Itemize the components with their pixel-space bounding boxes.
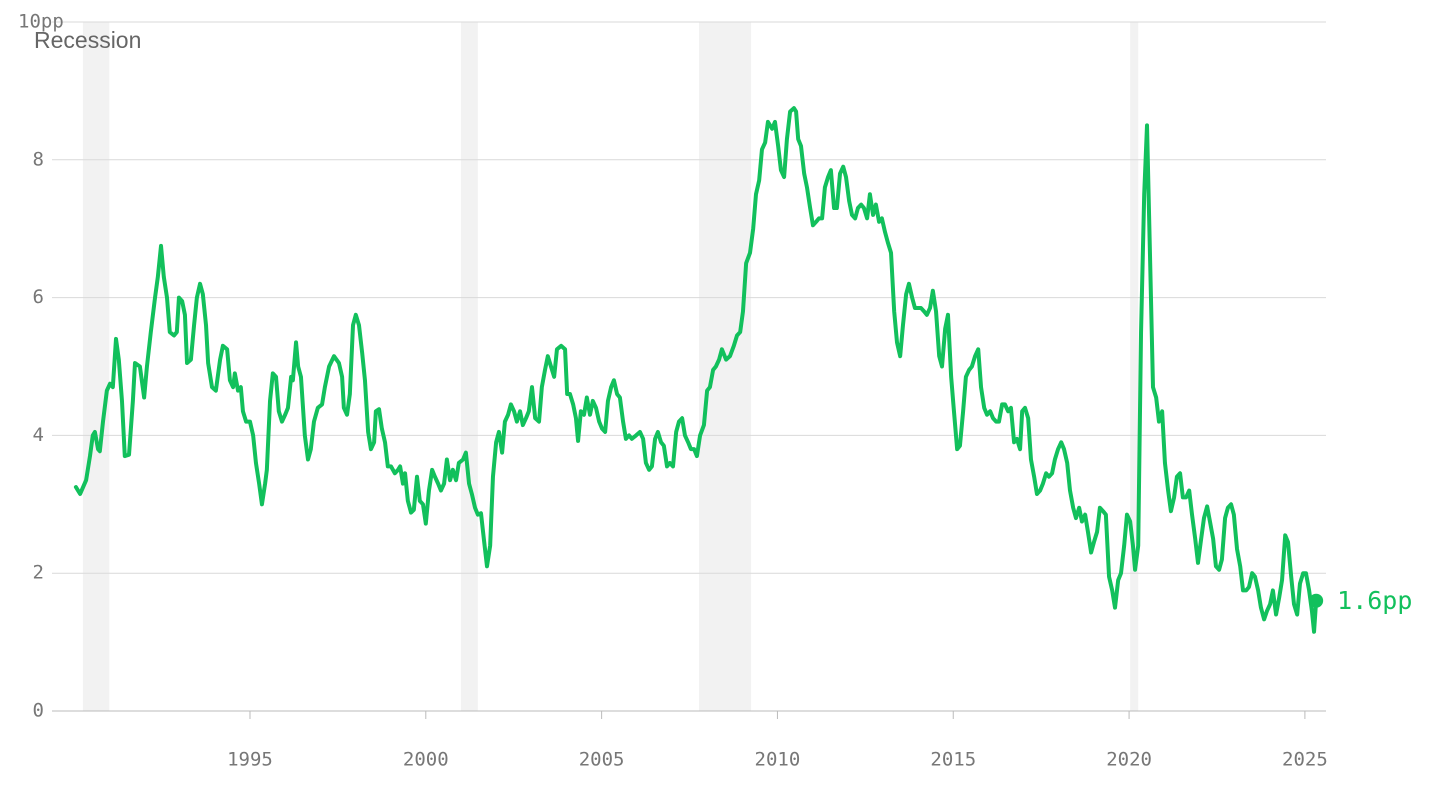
recession-band [1130, 22, 1139, 711]
x-tick-label: 2015 [930, 749, 976, 771]
x-tick-label: 2025 [1282, 749, 1328, 771]
y-tick-label: 0 [33, 700, 44, 722]
y-tick-label: 10pp [18, 11, 64, 33]
grid: 0 2 4 6 8 10pp 1995 2000 2005 2010 2015 2020 2025 [18, 11, 1328, 771]
x-tick-label: 2000 [403, 749, 449, 771]
recession-band [82, 22, 110, 711]
plot: 1.6pp [73, 106, 1412, 634]
end-point [1309, 593, 1324, 608]
y-tick-label: 6 [33, 286, 44, 308]
data-line [73, 106, 1319, 634]
x-tick-label: 1995 [227, 749, 273, 771]
recession-label: Recession [34, 27, 141, 53]
x-tick-label: 2005 [579, 749, 625, 771]
end-label: 1.6pp [1337, 586, 1412, 615]
recession-band [699, 22, 752, 711]
x-tick-label: 2020 [1106, 749, 1152, 771]
y-tick-label: 2 [33, 562, 44, 584]
y-tick-label: 8 [33, 148, 44, 170]
x-tick-label: 2010 [755, 749, 801, 771]
recession-bands [82, 22, 1139, 711]
recession-band [460, 22, 478, 711]
y-tick-label: 4 [33, 424, 44, 446]
